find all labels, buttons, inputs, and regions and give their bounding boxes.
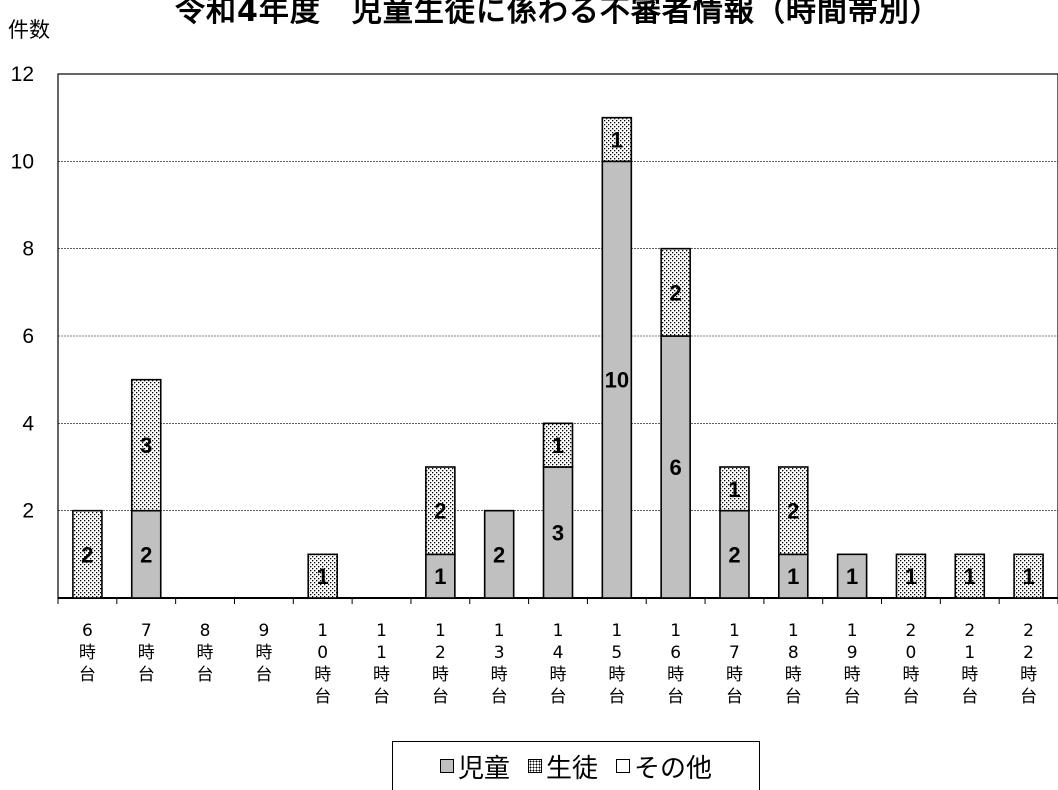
x-tick-label: 2 0 時台 xyxy=(902,621,919,707)
bar-segment xyxy=(954,553,986,599)
data-label: 2 xyxy=(434,499,446,524)
x-tick-label: 7 時台 xyxy=(138,621,155,685)
bar-segment xyxy=(777,466,809,556)
x-tick-label: 1 0 時台 xyxy=(314,621,331,707)
legend-label: その他 xyxy=(634,753,713,784)
data-label: 1 xyxy=(317,564,329,589)
y-tick-label: 2 xyxy=(22,500,34,523)
bar-segment xyxy=(1013,553,1044,599)
x-tick-label: 1 9 時台 xyxy=(844,621,861,707)
legend-swatch-solid xyxy=(439,759,454,773)
x-tick-label: 9 時台 xyxy=(255,621,272,685)
x-tick-label: 1 7 時台 xyxy=(726,621,743,707)
y-tick-label: 8 xyxy=(22,238,34,261)
data-label: 3 xyxy=(552,521,564,546)
data-label: 2 xyxy=(728,542,740,567)
bar-segment xyxy=(542,466,574,599)
bar-segment xyxy=(425,466,456,556)
y-tick-labels: 2 4 6 8 10 12 xyxy=(11,63,35,523)
legend-item-seito: 生徒 xyxy=(527,748,598,785)
bar-segment xyxy=(719,466,750,512)
y-axis-label: 件数 xyxy=(8,18,50,42)
bar-segment xyxy=(72,509,103,599)
x-tick-label: 2 2 時台 xyxy=(1020,621,1037,707)
bar-segment xyxy=(660,247,691,337)
x-tick-labels: 6 時台 7 時台 8 時台 9 時台 1 0 時台 1 1 時台 1 2 時台 1 3 時台 1 4 時台 1 5 時台 1 6 時台… xyxy=(79,621,1037,707)
bar-segment xyxy=(836,553,868,599)
bar-segment xyxy=(660,335,691,599)
data-label: 1 xyxy=(611,128,623,153)
data-label: 10 xyxy=(605,368,629,393)
bar-segment xyxy=(307,553,339,599)
legend-item-jido: 児童 xyxy=(439,748,510,785)
chart-title: 令和4年度 児童生徒に係わる不審者情報（時間帯別） xyxy=(175,0,941,29)
data-label: 2 xyxy=(81,542,93,567)
x-tick-label: 8 時台 xyxy=(197,621,214,685)
x-tick-label: 1 5 時台 xyxy=(608,621,625,707)
bar-segment xyxy=(130,378,162,512)
bar-segment xyxy=(895,553,927,599)
data-label: 1 xyxy=(434,564,446,589)
data-label: 1 xyxy=(846,564,858,589)
data-label: 6 xyxy=(670,455,682,480)
data-label: 1 xyxy=(552,433,564,458)
x-tick-label: 1 3 時台 xyxy=(491,621,508,707)
data-label: 1 xyxy=(1022,564,1034,589)
y-tick-label: 6 xyxy=(22,325,34,348)
data-label: 1 xyxy=(905,564,917,589)
x-tick-label: 1 1 時台 xyxy=(373,621,390,707)
data-label: 2 xyxy=(787,499,799,524)
data-label: 2 xyxy=(493,542,505,567)
y-tick-label: 4 xyxy=(22,412,34,435)
legend: 児童 生徒 その他 xyxy=(392,741,760,790)
y-tick-label: 12 xyxy=(11,63,34,86)
legend-label: 生徒 xyxy=(545,753,598,784)
bar-segment xyxy=(777,553,809,599)
x-tick-label: 1 6 時台 xyxy=(667,621,684,707)
bar-segment xyxy=(601,116,633,163)
bars xyxy=(72,116,1044,599)
data-labels: 2 2 3 1 1 2 2 3 1 10 1 6 2 2 1 1 2 1 1 1 1 xyxy=(81,128,1034,590)
data-label: 1 xyxy=(787,564,799,589)
data-label: 3 xyxy=(140,433,152,458)
legend-swatch-empty xyxy=(616,759,630,773)
x-tick-label: 1 4 時台 xyxy=(550,621,567,707)
x-tick-label: 1 8 時台 xyxy=(785,621,802,707)
data-label: 2 xyxy=(140,542,152,567)
legend-item-sonota: その他 xyxy=(616,748,712,785)
bar-segment xyxy=(719,509,750,599)
y-tick-label: 10 xyxy=(11,150,34,173)
data-label: 1 xyxy=(728,477,740,502)
x-tick-label: 2 1 時台 xyxy=(961,621,978,707)
bar-segment xyxy=(483,509,515,599)
legend-swatch-dots xyxy=(527,759,542,773)
bar-segment xyxy=(542,422,574,468)
legend-label: 児童 xyxy=(457,753,510,784)
data-label: 1 xyxy=(964,564,976,589)
x-tick-label: 1 2 時台 xyxy=(432,621,449,707)
data-label: 2 xyxy=(670,280,682,305)
x-tick-label: 6 時台 xyxy=(79,621,96,685)
